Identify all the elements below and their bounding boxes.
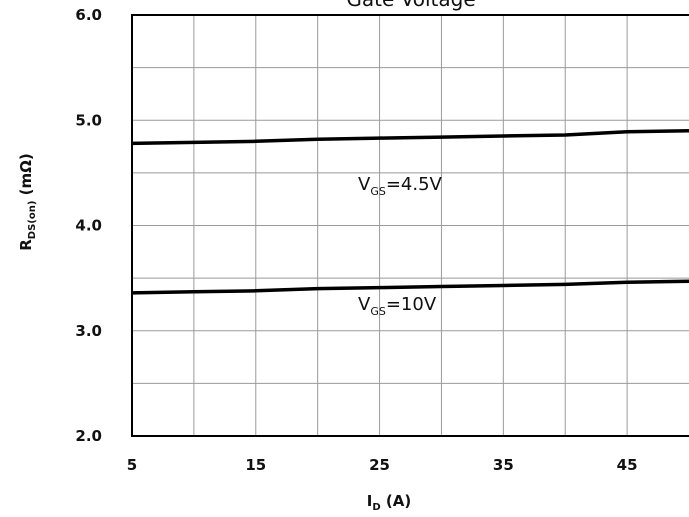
y-tick-label: 5.0 [75, 111, 102, 129]
y-axis-label-main: R [17, 239, 35, 251]
y-tick-label: 2.0 [75, 427, 102, 445]
chart-title: Gate Voltage [346, 0, 475, 11]
x-axis-label-main: I [367, 492, 373, 510]
y-axis-label: RDS(on) (mΩ) [17, 153, 38, 251]
series-layer [131, 129, 689, 295]
plot-frame [131, 14, 689, 437]
tick-labels: 5 15 25 35 45 2.0 3.0 4.0 5.0 6.0 [75, 6, 637, 474]
series-line-vgs-10v [131, 279, 689, 295]
x-axis-label-unit: (A) [381, 492, 412, 510]
series-annotation-vgs-4-5v: VGS=4.5V [358, 174, 443, 198]
grid-lines [132, 15, 689, 436]
x-axis-label: ID (A) [367, 492, 411, 513]
x-tick-label: 5 [127, 456, 137, 474]
y-tick-label: 3.0 [75, 322, 102, 340]
series-annotation-vgs-10v: VGS=10V [358, 294, 437, 318]
x-tick-label: 15 [245, 456, 266, 474]
x-tick-label: 25 [369, 456, 390, 474]
x-tick-label: 45 [617, 456, 638, 474]
y-axis-label-sub: DS(on) [27, 201, 38, 240]
x-tick-label: 35 [493, 456, 514, 474]
y-tick-label: 6.0 [75, 6, 102, 24]
series-line-vgs-4-5v [131, 129, 689, 146]
y-axis-label-unit: (mΩ) [17, 153, 35, 200]
y-tick-label: 4.0 [75, 217, 102, 235]
x-axis-label-sub: D [372, 502, 380, 513]
